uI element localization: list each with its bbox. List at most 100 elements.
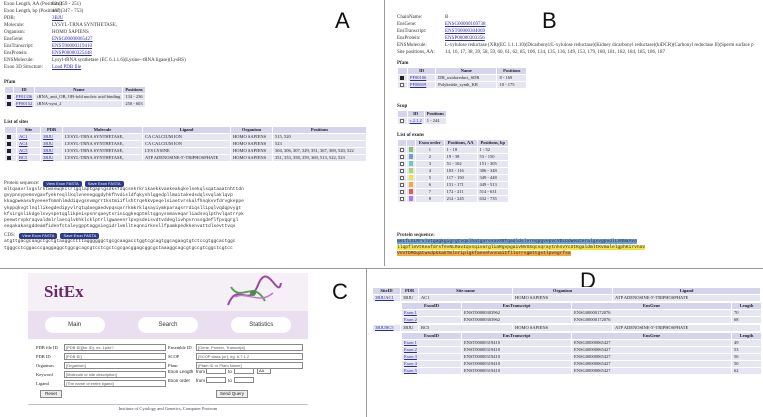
checkbox[interactable] (400, 182, 404, 187)
exon-info-value[interactable]: ENSP00000325448 (52, 51, 92, 56)
site-id-link[interactable]: AC1 (16, 133, 41, 141)
reset-button[interactable]: Reset (40, 390, 62, 398)
search-field-input[interactable]: [PDB ID] (64, 352, 166, 360)
search-field-label: PDB ID (36, 353, 51, 359)
search-field-input[interactable]: [Molecule or site description] (64, 370, 166, 378)
nav-search[interactable]: Search (137, 317, 198, 333)
d-exon-subtable-row: ExonID EnsTranscript EnsGene Length Exon 1 EN… (372, 331, 761, 376)
scop-checkbox-cell[interactable] (397, 117, 408, 125)
exon-info-value[interactable]: Load PDB file (52, 65, 82, 70)
pfam-b-id-link[interactable]: PF08659 (406, 81, 437, 89)
checkbox[interactable] (400, 168, 404, 173)
checkbox[interactable] (400, 147, 404, 152)
exon-order-from-input[interactable] (206, 377, 226, 383)
search-field-row: Keyword [Molecule or site description] (36, 370, 166, 378)
d-siteid-link[interactable]: 3BJUBC5 (372, 324, 401, 332)
checkbox[interactable] (400, 161, 404, 166)
chain-info-value[interactable]: ENSP00000303356 (445, 36, 485, 41)
search-field-right-input[interactable]: [SCOP class (or), eg. b.7.1.2 (196, 352, 303, 360)
search-field-input[interactable]: [Organism] (64, 361, 166, 369)
search-field-input[interactable]: [The name of entire ligand] (64, 379, 166, 387)
pfam-b-id-link[interactable]: PF00106 (406, 74, 437, 82)
checkbox[interactable] (7, 101, 11, 106)
view-exon-fasta-button-cds[interactable]: View Exon FASTA (19, 232, 58, 239)
site-pdb-link[interactable]: 3BJU (40, 154, 63, 162)
checkbox[interactable] (7, 94, 11, 99)
site-molecule: LYSYL-TRNA SYNTHETASE, (62, 154, 143, 162)
exon-checkbox-cell[interactable] (397, 181, 407, 189)
unit-select[interactable]: AA (257, 368, 271, 374)
exon-row: 8 212 - 245 632 - 735 (397, 195, 509, 203)
site-id-link[interactable]: AC5 (16, 147, 41, 155)
search-field-input[interactable]: [PDB ID](for ID), ex. 1pdx? (64, 343, 166, 351)
search-field-row: Organism [Organism] (36, 361, 166, 369)
nav-statistics[interactable]: Statistics (231, 317, 292, 333)
pfam-id-link[interactable]: PF01336 (12, 93, 36, 101)
checkbox[interactable] (400, 189, 404, 194)
d-subtable-cell: ExonID EnsTranscript EnsGene Length Exon 1 EN… (400, 331, 761, 375)
site-checkbox-cell[interactable] (4, 147, 17, 155)
exon-length-to-input[interactable] (234, 368, 254, 374)
exon-checkbox-cell[interactable] (397, 146, 407, 154)
checkbox[interactable] (7, 134, 11, 139)
checkbox[interactable] (400, 196, 404, 201)
d-exon-link[interactable]: Exon 5 (401, 367, 462, 375)
chain-info-value[interactable]: ENST00000304069 (445, 29, 485, 34)
checkbox[interactable] (400, 175, 404, 180)
search-field-right-input[interactable]: [Gene, Protein, Transcript] (196, 343, 303, 351)
d-site-row: 3BJUAC1 3BJU AC1 HOMO SAPIENS ATP ADENOSINE-… (372, 294, 761, 302)
site-pdb-link[interactable]: 3BJU (40, 133, 63, 141)
checkbox[interactable] (400, 75, 404, 80)
exon-order: 7 (415, 188, 445, 196)
exon-info-value[interactable]: ENST00000319410 (52, 44, 92, 49)
view-exon-fasta-button[interactable]: View Exon FASTA (43, 180, 82, 187)
exon-checkbox-cell[interactable] (397, 153, 407, 161)
d-exon-link[interactable]: Exon 2 (401, 346, 462, 354)
exon-checkbox-cell[interactable] (397, 188, 407, 196)
d-exon-link[interactable]: Exon 4 (401, 360, 462, 368)
checkbox[interactable] (7, 141, 11, 146)
site-checkbox-cell[interactable] (4, 133, 17, 141)
d-siteid-link[interactable]: 3BJUAC1 (372, 294, 401, 302)
checkbox[interactable] (400, 154, 404, 159)
send-query-button[interactable]: Send Query (216, 390, 248, 398)
scop-id-link[interactable]: c.2.1.2 (406, 117, 425, 125)
range-fields: Exon Length from to AA Exon order from t… (168, 367, 303, 384)
exon-info-value[interactable]: ENSG00000065427 (52, 37, 93, 42)
pfam-b-checkbox-cell[interactable] (397, 74, 408, 82)
pfam-b-checkbox-cell[interactable] (397, 81, 408, 89)
checkbox[interactable] (400, 118, 404, 123)
save-exon-fasta-button[interactable]: Save Exon FASTA (84, 180, 124, 187)
pfam-section-b: Pfam ID Name Positions PF00106 DH_oxidoredu… (397, 58, 597, 89)
pfam-checkbox-cell[interactable] (4, 93, 14, 101)
site-checkbox-cell[interactable] (4, 140, 17, 148)
exon-order-to-input[interactable] (234, 377, 254, 383)
d-exon-link[interactable]: Exon 1 (401, 309, 462, 317)
exon-checkbox-cell[interactable] (397, 160, 407, 168)
site-id-link[interactable]: BC5 (16, 154, 41, 162)
d-exon-link[interactable]: Exon 1 (401, 339, 462, 347)
exon-checkbox-cell[interactable] (397, 195, 407, 203)
exon-info-value[interactable]: 3BJU (52, 16, 64, 21)
site-checkbox-cell[interactable] (4, 154, 17, 162)
exon-checkbox-cell[interactable] (397, 174, 407, 182)
to-label-1: to (228, 368, 232, 374)
site-pdb-link[interactable]: 3BJU (40, 147, 63, 155)
d-exon-link[interactable]: Exon 3 (401, 353, 462, 361)
scop-section: Scop ID Positions c.2.1.2 1 - 244 (397, 101, 597, 125)
chain-info-value[interactable]: ENSG00000169738 (445, 22, 486, 27)
d-exon-link[interactable]: Exon 2 (401, 316, 462, 324)
nav-main[interactable]: Main (44, 317, 105, 333)
save-exon-fasta-button-cds[interactable]: Save Exon FASTA (60, 232, 100, 239)
exon-checkbox-cell[interactable] (397, 167, 407, 175)
checkbox[interactable] (7, 148, 11, 153)
checkbox[interactable] (400, 82, 404, 87)
site-pdb-link[interactable]: 3BJU (40, 140, 63, 148)
exon-length-from-input[interactable] (206, 368, 226, 374)
site-id-link[interactable]: AC4 (16, 140, 41, 148)
exon-order: 2 (415, 153, 445, 161)
checkbox[interactable] (7, 155, 11, 160)
pfam-id-link[interactable]: PF00152 (12, 100, 36, 108)
panel-b: B ChainName: B EnsGene: ENSG00000169738 EnsT… (387, 0, 763, 266)
pfam-checkbox-cell[interactable] (4, 100, 14, 108)
